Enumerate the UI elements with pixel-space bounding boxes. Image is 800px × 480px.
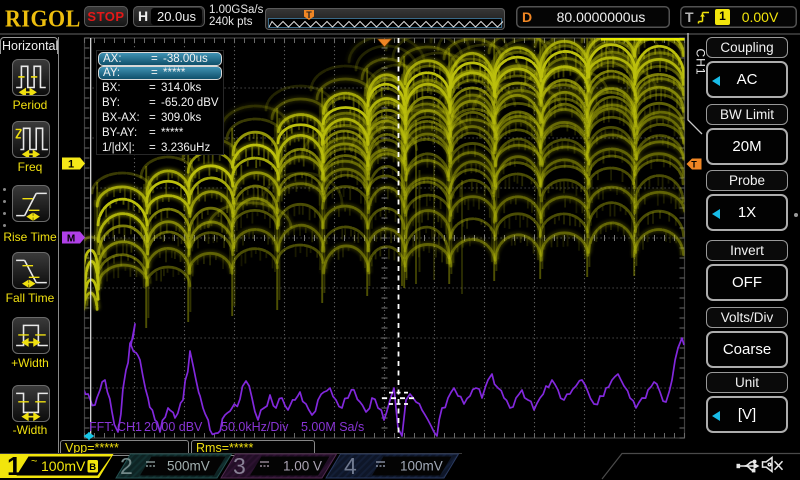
svg-text:5.00M Sa/s: 5.00M Sa/s — [301, 420, 364, 434]
svg-text:CH1: CH1 — [117, 420, 142, 434]
svg-text:50.0kHz/Div: 50.0kHz/Div — [221, 420, 289, 434]
svg-text:M: M — [67, 234, 75, 245]
svg-text:T: T — [691, 160, 697, 170]
svg-text:~: ~ — [31, 456, 37, 468]
svg-text:B: B — [89, 462, 96, 473]
svg-text:1: 1 — [7, 451, 21, 480]
svg-text:100mV: 100mV — [400, 459, 443, 474]
svg-text:2: 2 — [120, 453, 133, 479]
svg-text:1.00 V: 1.00 V — [283, 459, 322, 474]
svg-text:100mV: 100mV — [41, 458, 86, 474]
svg-text:4: 4 — [344, 453, 357, 479]
svg-text:20.00 dBV: 20.00 dBV — [144, 420, 203, 434]
svg-text:3: 3 — [233, 453, 246, 479]
svg-text:500mV: 500mV — [167, 459, 210, 474]
svg-text:FFT:: FFT: — [89, 420, 114, 434]
svg-text:T: T — [306, 10, 312, 20]
svg-text:1: 1 — [68, 159, 74, 171]
